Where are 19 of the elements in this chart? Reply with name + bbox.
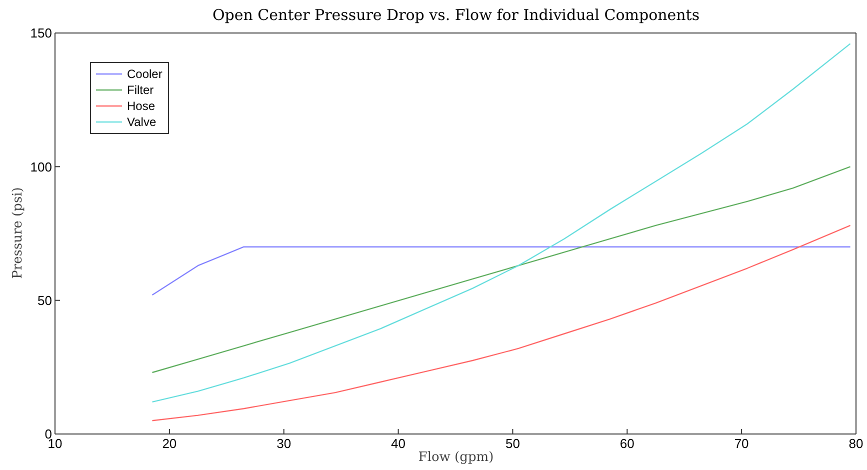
legend-label: Valve <box>127 115 156 129</box>
x-tick-label: 60 <box>620 436 634 452</box>
line-series <box>152 166 851 374</box>
x-tick-label: 50 <box>505 436 520 452</box>
legend-label: Hose <box>127 99 156 113</box>
x-tick-label: 40 <box>391 436 406 452</box>
legend-label: Cooler <box>127 67 162 81</box>
y-tick-label: 50 <box>38 292 52 308</box>
y-tick-label: 100 <box>30 159 52 174</box>
y-axis-title: Pressure (psi) <box>10 187 26 279</box>
line-series <box>152 224 851 422</box>
x-tick-label: 20 <box>162 436 177 452</box>
chart-title: Open Center Pressure Drop vs. Flow for Individual Components <box>211 6 701 24</box>
x-tick-label: 80 <box>848 436 864 452</box>
legend-label: Filter <box>127 83 154 97</box>
x-tick-label: 70 <box>734 436 749 452</box>
x-tick-label: 30 <box>276 436 292 452</box>
y-tick-label: 150 <box>30 26 52 41</box>
x-axis-title: Flow (gpm) <box>417 450 495 465</box>
